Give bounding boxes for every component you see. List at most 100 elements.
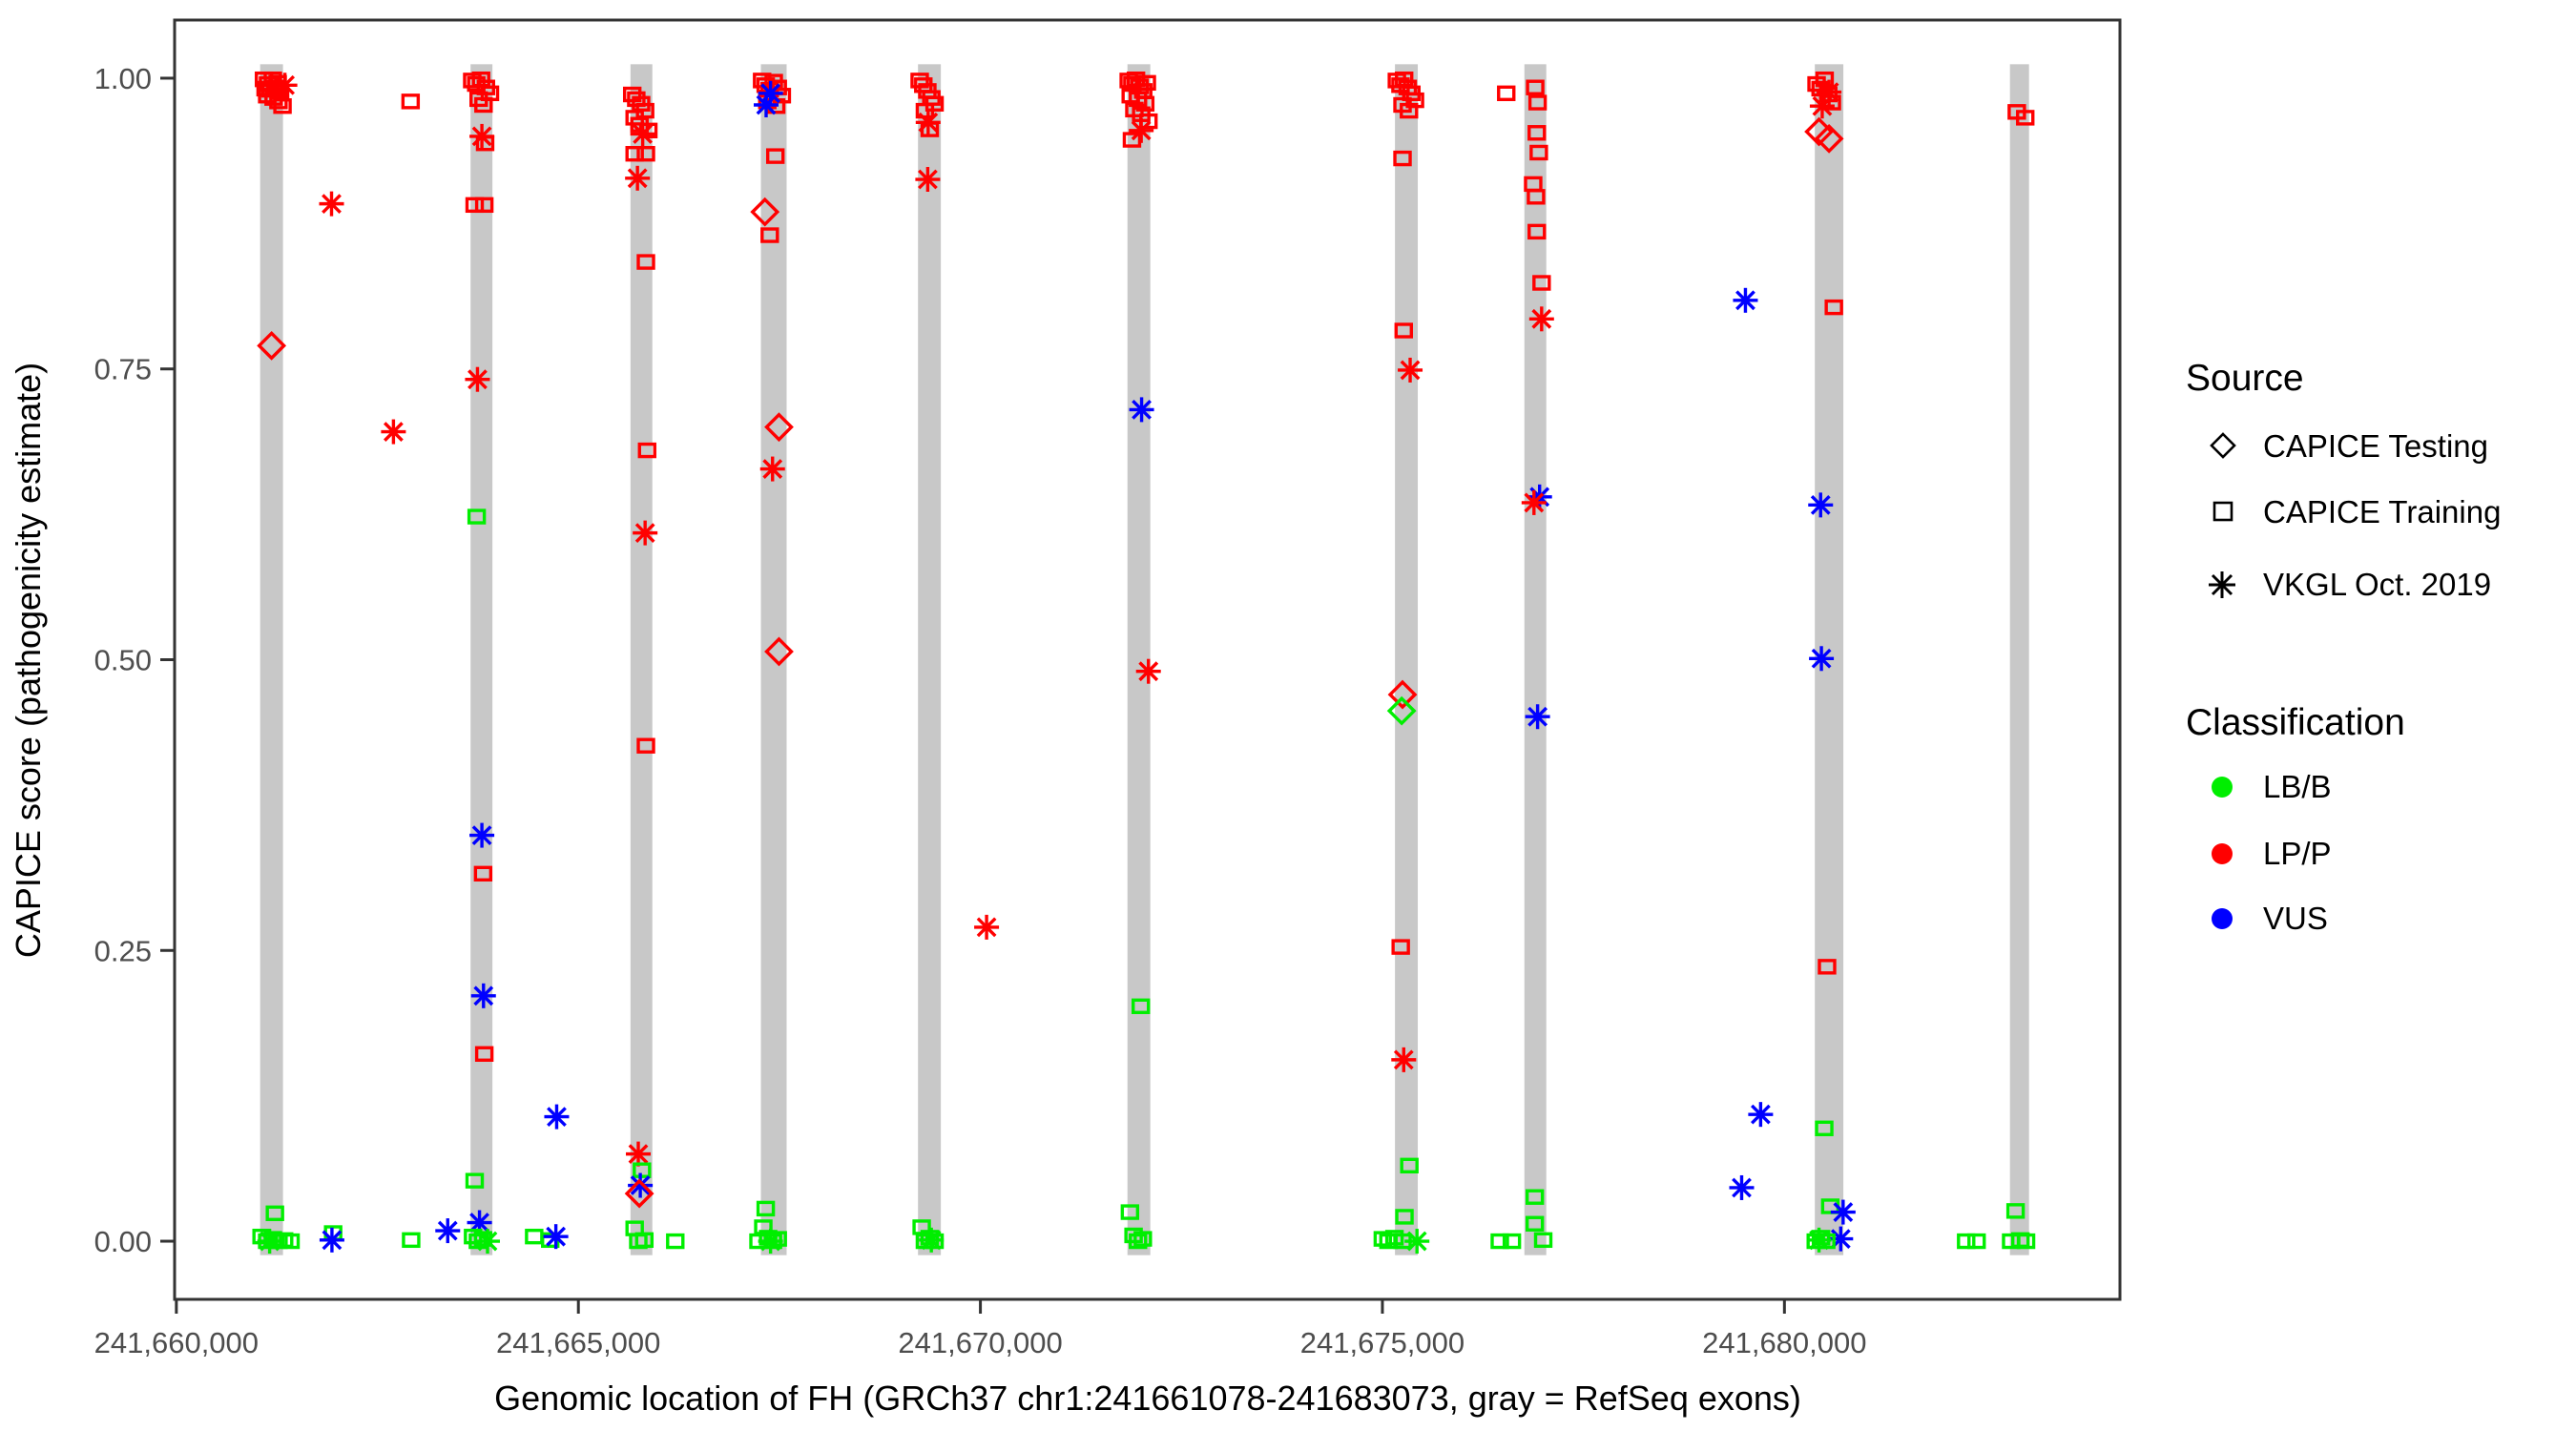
data-point bbox=[915, 167, 941, 193]
data-point bbox=[319, 1227, 344, 1253]
data-point bbox=[1733, 287, 1758, 313]
y-tick-label: 0.75 bbox=[94, 353, 152, 386]
data-point bbox=[1830, 1199, 1856, 1225]
data-point bbox=[475, 135, 495, 152]
data-point bbox=[474, 1229, 500, 1255]
data-point bbox=[1391, 1047, 1417, 1072]
exon-bar bbox=[1524, 64, 1547, 1255]
data-point bbox=[1502, 1233, 1522, 1250]
data-point bbox=[525, 1228, 544, 1245]
data-point bbox=[319, 191, 344, 217]
y-axis-title: CAPICE score (pathogenicity estimate) bbox=[9, 363, 48, 958]
data-point bbox=[435, 1218, 461, 1244]
x-tick-label: 241,660,000 bbox=[94, 1326, 259, 1359]
legend-item-label: LB/B bbox=[2263, 769, 2332, 804]
data-point bbox=[919, 1227, 945, 1253]
data-point bbox=[469, 822, 495, 848]
data-point bbox=[974, 914, 1000, 940]
data-point bbox=[544, 1104, 570, 1130]
data-point bbox=[1824, 299, 1843, 316]
data-point bbox=[1957, 1233, 1976, 1250]
data-point bbox=[1400, 102, 1419, 119]
data-point bbox=[1533, 1232, 1553, 1249]
exon-bar bbox=[1127, 64, 1151, 1255]
data-point bbox=[543, 1224, 569, 1250]
data-point bbox=[1967, 1233, 1986, 1250]
data-point bbox=[1806, 1227, 1832, 1253]
legend-source-title: Source bbox=[2186, 358, 2304, 399]
data-point bbox=[1394, 322, 1413, 339]
data-point bbox=[1817, 79, 1842, 105]
data-point bbox=[1815, 1120, 1834, 1136]
y-tick-label: 0.25 bbox=[94, 934, 152, 967]
y-tick-label: 1.00 bbox=[94, 62, 152, 95]
data-point bbox=[1398, 357, 1423, 383]
data-point bbox=[465, 1172, 485, 1189]
data-point bbox=[474, 1046, 494, 1062]
data-point bbox=[2005, 1203, 2025, 1219]
data-point bbox=[257, 1229, 282, 1255]
data-point bbox=[764, 412, 794, 443]
data-point bbox=[1393, 150, 1412, 167]
data-point bbox=[265, 1205, 284, 1221]
x-tick-label: 241,675,000 bbox=[1300, 1326, 1465, 1359]
data-point bbox=[1135, 658, 1161, 684]
x-tick-label: 241,680,000 bbox=[1702, 1326, 1866, 1359]
data-point bbox=[1386, 695, 1417, 726]
data-point bbox=[1132, 998, 1151, 1014]
data-point bbox=[402, 1232, 421, 1249]
data-point bbox=[630, 121, 655, 147]
data-point bbox=[474, 197, 494, 214]
legend-source: Source CAPICE Testing CAPICE Training VK… bbox=[2186, 358, 2501, 602]
data-point bbox=[636, 737, 655, 754]
data-point bbox=[765, 148, 785, 164]
lpp-color-dot bbox=[2212, 843, 2233, 864]
data-point bbox=[1497, 85, 1516, 102]
data-point bbox=[1748, 1102, 1774, 1128]
exon-bar bbox=[260, 64, 283, 1255]
data-point bbox=[1532, 275, 1551, 291]
exon-bars bbox=[260, 64, 2029, 1255]
legend-item-label: VKGL Oct. 2019 bbox=[2263, 567, 2491, 602]
data-point bbox=[381, 419, 406, 445]
data-point bbox=[764, 636, 794, 667]
x-axis-title: Genomic location of FH (GRCh37 chr1:2416… bbox=[494, 1379, 1801, 1418]
exon-bar bbox=[2009, 64, 2029, 1255]
data-point bbox=[1133, 1231, 1153, 1247]
data-point bbox=[1521, 489, 1547, 515]
data-point bbox=[1525, 1189, 1545, 1205]
data-point bbox=[920, 121, 940, 137]
data-point bbox=[1137, 74, 1156, 92]
data-point bbox=[1527, 189, 1546, 205]
legend-item-label: VUS bbox=[2263, 901, 2328, 936]
data-point bbox=[1525, 704, 1550, 730]
data-point bbox=[1527, 223, 1547, 240]
data-point bbox=[465, 366, 490, 392]
data-point bbox=[272, 73, 298, 98]
data-point bbox=[1526, 79, 1545, 95]
data-point bbox=[257, 330, 287, 361]
data-point bbox=[1373, 1231, 1393, 1247]
data-point bbox=[273, 98, 292, 114]
exon-bar bbox=[470, 64, 493, 1255]
data-point bbox=[750, 197, 780, 227]
data-point bbox=[1729, 1174, 1755, 1200]
data-point bbox=[624, 1178, 654, 1209]
y-axis: 0.00 0.25 0.50 0.75 1.00 bbox=[94, 62, 175, 1258]
data-point bbox=[1818, 959, 1837, 975]
data-point bbox=[1528, 306, 1554, 332]
data-point bbox=[473, 865, 493, 882]
data-point bbox=[1490, 1233, 1509, 1250]
data-point bbox=[1808, 492, 1834, 518]
data-point bbox=[625, 145, 644, 162]
diamond-marker-icon bbox=[2210, 432, 2236, 459]
data-point bbox=[1404, 1229, 1430, 1255]
data-point bbox=[2016, 110, 2035, 126]
data-point bbox=[634, 1232, 654, 1249]
data-point bbox=[636, 254, 655, 270]
data-point bbox=[760, 227, 779, 243]
data-point bbox=[470, 983, 496, 1008]
legend-item-label: CAPICE Testing bbox=[2263, 428, 2488, 464]
